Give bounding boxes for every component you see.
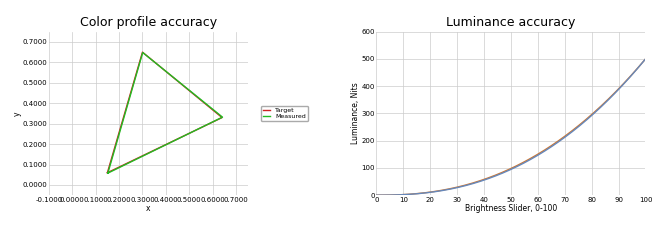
- Title: Color profile accuracy: Color profile accuracy: [80, 16, 217, 29]
- Legend: Target, Measured: Target, Measured: [261, 106, 308, 121]
- X-axis label: Brightness Slider, 0-100: Brightness Slider, 0-100: [465, 204, 557, 213]
- Line: Measured: Measured: [108, 52, 222, 173]
- Y-axis label: Luminance, Nits: Luminance, Nits: [351, 82, 360, 144]
- X-axis label: x: x: [146, 204, 151, 213]
- Y-axis label: y: y: [12, 111, 22, 116]
- Measured: [104, 172, 111, 175]
- Target: [104, 171, 111, 174]
- Measured: [218, 116, 226, 119]
- Target: [104, 171, 111, 174]
- Measured: [104, 172, 111, 175]
- Target: [139, 51, 147, 54]
- Line: Target: Target: [108, 52, 222, 173]
- Measured: [139, 51, 147, 54]
- Target: [218, 116, 226, 119]
- Title: Luminance accuracy: Luminance accuracy: [446, 16, 576, 29]
